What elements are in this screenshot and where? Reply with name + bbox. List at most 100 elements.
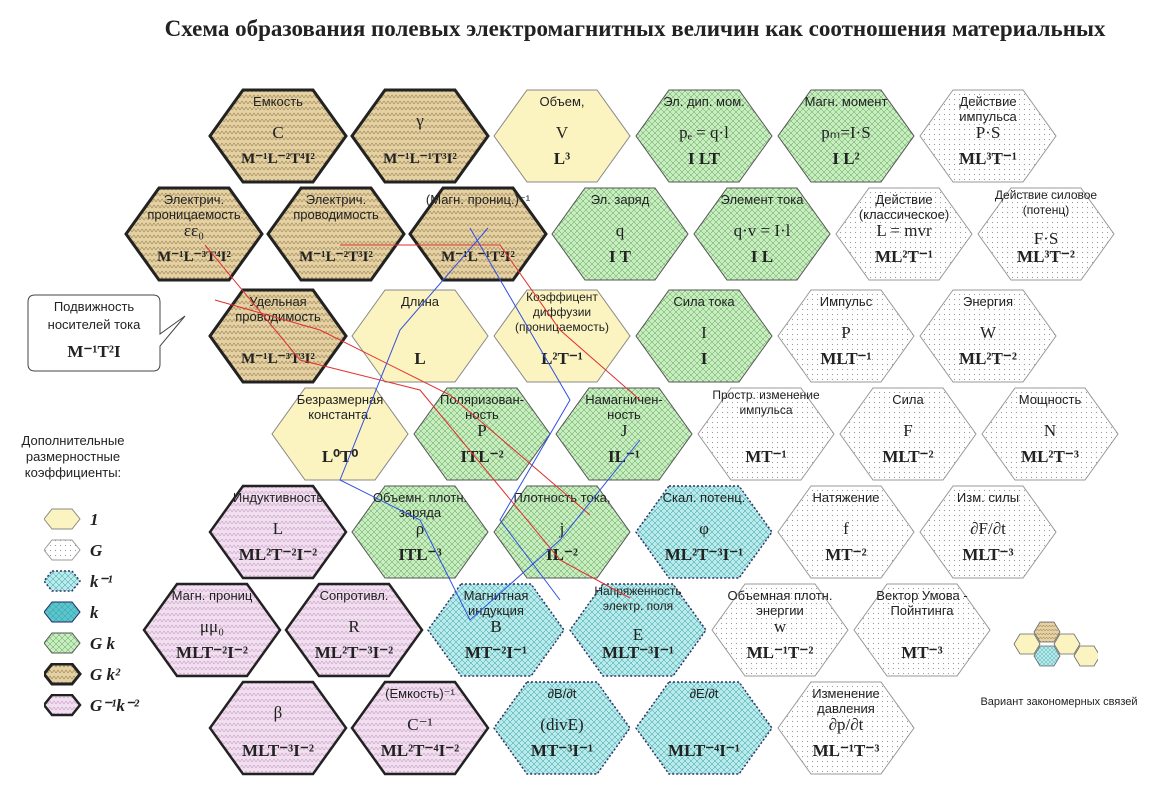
hex-shape: [493, 89, 631, 183]
hex-shape: [835, 187, 973, 281]
hex-shape: [693, 187, 831, 281]
hex-label: Скал. потенц.: [662, 490, 746, 505]
hex-dimension: L²T⁻¹: [541, 349, 583, 368]
hex-cell: β MLT⁻³I⁻²: [208, 680, 348, 776]
hex-cell: Намагничен- ность J IL⁻¹: [554, 386, 694, 482]
hex-label: Объем,: [539, 94, 585, 109]
hex-text: Эл. дип. мом. pₑ = q·l I LT: [648, 88, 760, 184]
hex-cell: Объем, V L³: [492, 88, 632, 184]
hex-shape: [635, 289, 773, 383]
hex-dimension: MLT⁻²I⁻²: [176, 643, 248, 662]
hex-label: Эл. дип. мом.: [663, 94, 745, 109]
hex-label: Коэффицент диффузии (проницаемость): [514, 290, 610, 334]
hex-shape: [635, 681, 773, 775]
hex-label: Поляризован- ность: [440, 392, 524, 422]
hex-text: Длина L: [364, 288, 476, 384]
hex-shape: [981, 387, 1119, 481]
hex-shape: [839, 387, 977, 481]
hex-cell: Длина L: [350, 288, 490, 384]
hex-symbol: V: [555, 123, 569, 142]
hex-text: Изменение давления ∂p/∂t ML⁻¹T⁻³: [790, 680, 902, 776]
hex-symbol: ∂F/∂t: [970, 519, 1006, 538]
hex-dimension: M⁻¹L⁻³T³I²: [241, 351, 315, 367]
hex-symbol: C: [272, 123, 284, 142]
hex-symbol: β: [273, 703, 283, 722]
callout-dimension: M⁻¹T²I: [67, 342, 121, 361]
hex-symbol: εε₀: [183, 221, 205, 240]
hex-text: Простр. изменение импульса MT⁻¹: [710, 386, 822, 482]
hex-dimension: ML²T⁻¹: [875, 247, 933, 266]
hex-text: β MLT⁻³I⁻²: [222, 680, 334, 776]
hex-cell: Объемн. плотн. заряда ρ ITL⁻³: [350, 484, 490, 580]
hex-text: Действие силовое (потенц) F·S ML³T⁻²: [990, 186, 1102, 282]
hex-text: Безразмерная константа. L⁰T⁰: [284, 386, 396, 482]
hex-dimension: I LT: [688, 149, 720, 168]
hex-symbol: w: [773, 617, 787, 636]
hex-symbol: B: [490, 617, 502, 636]
hex-text: Эл. заряд q I T: [564, 186, 676, 282]
hex-cell: Электрич. проницаемость εε₀ M⁻¹L⁻³T⁴I²: [124, 186, 264, 282]
hex-text: γ M⁻¹L⁻¹T³I²: [364, 88, 476, 184]
hex-dimension: I L: [750, 247, 774, 266]
hex-text: Вектор Умова - Пойнтинга MT⁻³: [866, 582, 978, 678]
hex-symbol: P·S: [975, 123, 1001, 142]
hex-label: Элемент тока: [720, 192, 804, 207]
hex-label: Мощность: [1018, 392, 1082, 407]
hex-cell: Действие силовое (потенц) F·S ML³T⁻²: [976, 186, 1116, 282]
hex-label: Удельная проводимость: [235, 294, 321, 324]
hex-cell: Мощность N ML²T⁻³: [980, 386, 1120, 482]
hex-cell: Магн. момент pₘ=I·S I L²: [776, 88, 916, 184]
hex-label: Длина: [400, 294, 440, 309]
hex-text: Магнитная индукция B MT⁻²I⁻¹: [440, 582, 552, 678]
hex-cell: Сопротивл. R ML²T⁻³I⁻²: [284, 582, 424, 678]
hex-dimension: ML²T⁻⁴I⁻²: [380, 741, 460, 760]
hex-label: Безразмерная константа.: [296, 392, 384, 422]
hex-dimension: MLT⁻⁴I⁻¹: [668, 741, 740, 760]
legend-label: k⁻¹: [90, 572, 113, 591]
hex-label: (Магн. прониц.)⁻¹: [425, 192, 531, 207]
hex-cell: ∂B/∂t (divE) MT⁻³I⁻¹: [492, 680, 632, 776]
hex-symbol: pₘ=I·S: [821, 123, 871, 142]
hex-text: Изм. силы ∂F/∂t MLT⁻³: [932, 484, 1044, 580]
hex-cell: Электрич. проводимость M⁻¹L⁻²T³I²: [266, 186, 406, 282]
hex-symbol: P: [841, 323, 851, 342]
hex-cell: Индуктивность L ML²T⁻²I⁻²: [208, 484, 348, 580]
hex-label: Сопротивл.: [319, 588, 389, 603]
hex-text: Сопротивл. R ML²T⁻³I⁻²: [298, 582, 410, 678]
hex-symbol: q: [615, 221, 625, 240]
hex-text: Электрич. проницаемость εε₀ M⁻¹L⁻³T⁴I²: [138, 186, 250, 282]
legend-caption: Дополнительные размерностные коэффициент…: [21, 433, 125, 480]
hex-symbol: φ: [699, 519, 709, 538]
legend-item: G k: [44, 632, 154, 658]
hex-cell: Объемная плотн. энергии w ML⁻¹T⁻²: [710, 582, 850, 678]
callout-label: Подвижность носителей тока: [47, 299, 141, 332]
hex-text: Удельная проводимость M⁻¹L⁻³T³I²: [222, 288, 334, 384]
hex-symbol: P: [477, 421, 487, 440]
hex-dimension: L³: [553, 149, 571, 168]
hex-symbol: W: [979, 323, 997, 342]
callout-bubble: [27, 294, 186, 372]
hex-symbol: N: [1043, 421, 1057, 440]
hex-cell: Элемент тока q·v = I·l I L: [692, 186, 832, 282]
hex-symbol: R: [348, 617, 360, 636]
hex-cell: Магнитная индукция B MT⁻²I⁻¹: [426, 582, 566, 678]
hex-shape: [635, 89, 773, 183]
hex-cell: Плотность тока, j IL⁻²: [492, 484, 632, 580]
hex-dimension: M⁻¹L⁻²T³I²: [299, 249, 373, 265]
hex-cell: Натяжение f MT⁻²: [776, 484, 916, 580]
hex-dimension: MLT⁻¹: [820, 349, 872, 368]
legend-label: G⁻¹k⁻²: [90, 696, 139, 715]
hex-cell: Сила F MLT⁻²: [838, 386, 978, 482]
hex-text: ∂B/∂t (divE) MT⁻³I⁻¹: [506, 680, 618, 776]
hex-text: (Магн. прониц.)⁻¹ M⁻¹L⁻¹T²I²: [422, 186, 534, 282]
hex-cell: ∂E/∂t MLT⁻⁴I⁻¹: [634, 680, 774, 776]
legend-item: k: [44, 601, 154, 627]
hex-cell: γ M⁻¹L⁻¹T³I²: [350, 88, 490, 184]
legend-item: G⁻¹k⁻²: [44, 694, 154, 720]
hex-label: Импульс: [819, 294, 873, 309]
hex-cell: Простр. изменение импульса MT⁻¹: [696, 386, 836, 482]
hex-label: Электрич. проницаемость: [147, 192, 241, 222]
hex-symbol: pₑ = q·l: [679, 123, 729, 142]
hex-dimension: MLT⁻³I⁻²: [242, 741, 314, 760]
hex-label: Намагничен- ность: [585, 392, 663, 422]
